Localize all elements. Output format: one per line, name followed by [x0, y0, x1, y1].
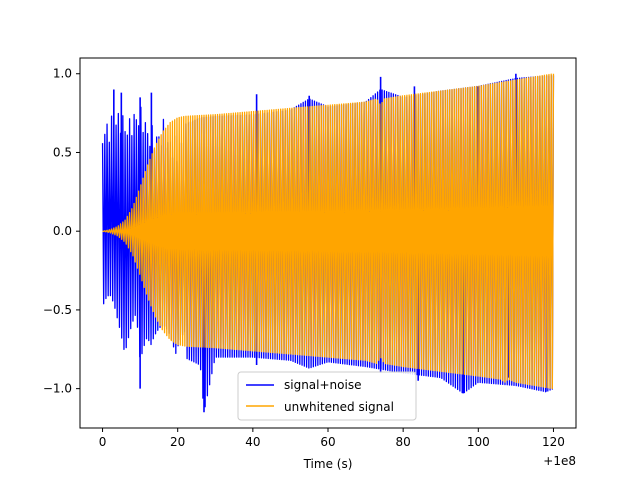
series-line-unwhitened-signal — [102, 73, 555, 390]
x-tick-label: 60 — [320, 435, 335, 449]
x-tick-label: 40 — [245, 435, 260, 449]
y-tick-label: −0.5 — [43, 303, 72, 317]
x-axis-ticks: 0 20 40 60 80 100 120 — [99, 428, 565, 449]
x-tick-label: 120 — [542, 435, 565, 449]
y-tick-label: 0.0 — [53, 224, 72, 238]
x-tick-label: 100 — [467, 435, 490, 449]
x-tick-label: 0 — [99, 435, 107, 449]
legend: signal+noise unwhitened signal — [237, 371, 417, 421]
y-axis-ticks: −1.0 −0.5 0.0 0.5 1.0 — [43, 67, 80, 396]
x-tick-label: 80 — [396, 435, 411, 449]
x-axis-offset-label: +1e8 — [543, 454, 576, 468]
y-tick-label: 0.5 — [53, 145, 72, 159]
plot-area — [101, 73, 555, 413]
y-tick-label: −1.0 — [43, 382, 72, 396]
legend-label-signal-noise: signal+noise — [284, 378, 361, 392]
y-tick-label: 1.0 — [53, 67, 72, 81]
x-tick-label: 20 — [170, 435, 185, 449]
x-axis-label: Time (s) — [303, 457, 353, 471]
legend-box — [237, 371, 417, 421]
legend-label-unwhitened-signal: unwhitened signal — [284, 400, 394, 414]
